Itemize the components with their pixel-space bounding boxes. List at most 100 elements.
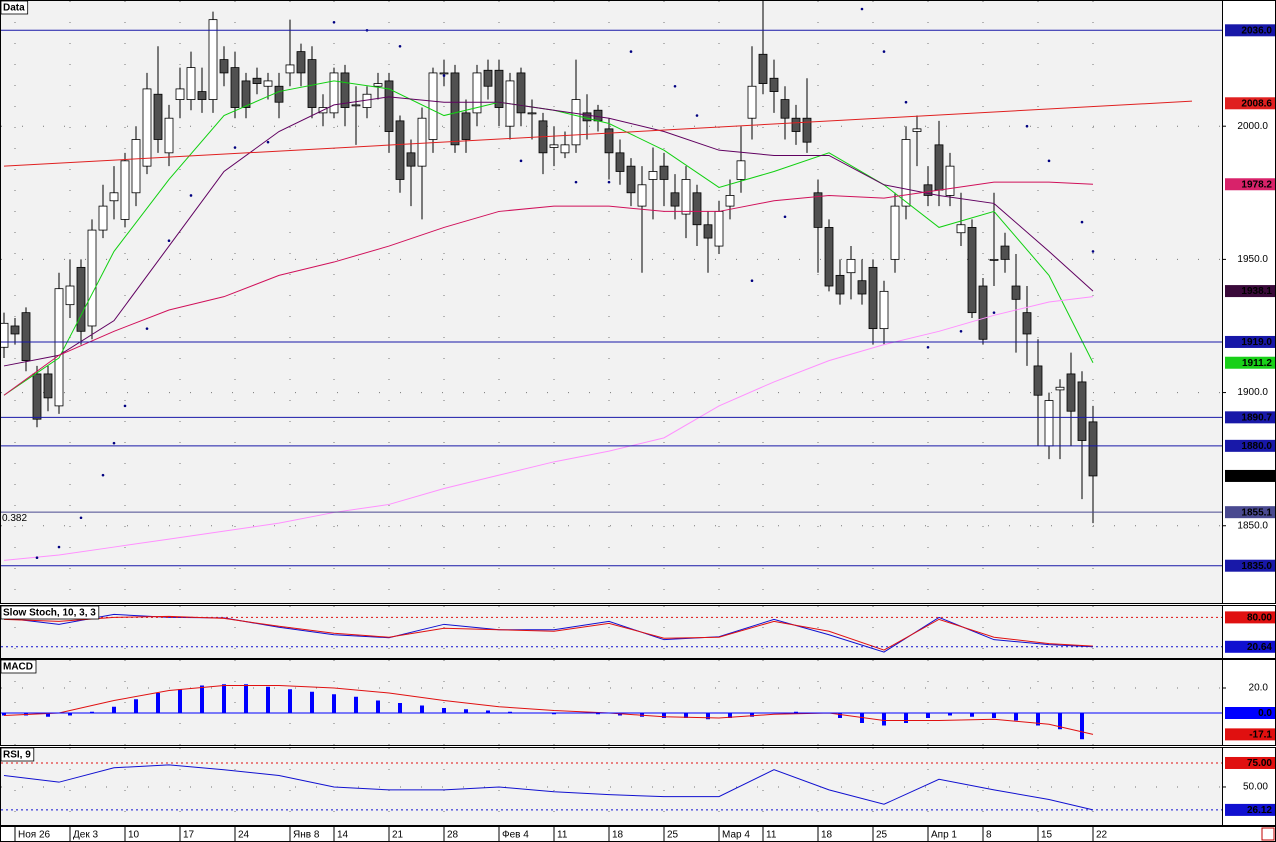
panel-title: Data — [3, 3, 25, 14]
candle-body — [912, 128, 922, 132]
sar-dot — [1091, 250, 1095, 253]
panel-title-box — [0, 0, 29, 15]
candle-body — [175, 88, 185, 100]
panel-title: MACD — [3, 662, 33, 673]
value-box-label: 75.00 — [1247, 758, 1272, 769]
value-box-label: 80.00 — [1247, 613, 1272, 624]
candle-body — [109, 192, 119, 202]
candle-body — [230, 67, 240, 108]
candle-body — [780, 99, 790, 119]
annotation: 0.382 — [2, 513, 27, 524]
histogram-bar — [750, 713, 754, 717]
value-box-label: 1880.0 — [1241, 441, 1272, 452]
histogram-bar — [684, 713, 688, 718]
candle-body — [1055, 386, 1065, 391]
value-box-label: -17.1 — [1249, 730, 1272, 741]
candle-body — [274, 85, 284, 103]
candle-body — [131, 139, 141, 194]
candle-body — [758, 53, 768, 84]
candle-body — [263, 80, 273, 87]
x-tick-label: Ноя 26 — [18, 830, 51, 841]
sar-dot — [233, 146, 237, 149]
candle-body — [142, 88, 152, 167]
x-tick-label: 28 — [447, 830, 459, 841]
candle-body — [802, 117, 812, 143]
histogram-bar — [68, 713, 72, 716]
x-tick-label: 11 — [557, 830, 568, 841]
sar-dot — [79, 516, 83, 520]
candle-body — [879, 290, 889, 330]
candle-body — [923, 184, 933, 196]
histogram-bar — [354, 696, 358, 713]
histogram-bar — [992, 713, 996, 718]
candle-body — [351, 104, 361, 107]
sar-dot — [992, 311, 996, 314]
histogram-bar — [2, 713, 6, 716]
panel-title-box — [0, 747, 35, 762]
sar-dot — [629, 50, 633, 53]
sar-dot — [1025, 124, 1029, 128]
candle-body — [428, 72, 438, 140]
candle-body — [1022, 312, 1032, 335]
histogram-bar — [46, 713, 50, 717]
candle-body — [329, 72, 339, 114]
sar-dot — [57, 545, 61, 549]
sar-dot — [959, 330, 963, 333]
x-tick-label: Янв 8 — [293, 830, 320, 841]
histogram-bar — [1036, 713, 1040, 726]
histogram-bar — [134, 699, 138, 713]
histogram-bar — [178, 689, 182, 713]
candle-body — [54, 288, 64, 407]
plot — [1, 748, 1222, 825]
x-tick-label: 25 — [667, 830, 679, 841]
sar-dot — [750, 279, 754, 282]
candle-body — [1077, 381, 1087, 441]
candle-body — [1044, 400, 1054, 447]
candle-body — [648, 171, 658, 180]
sar-dot — [673, 84, 677, 88]
candle-body — [857, 280, 867, 295]
sar-dot — [266, 140, 270, 144]
value-box-label: 1978.2 — [1241, 179, 1272, 190]
sar-dot — [695, 114, 699, 117]
candle-body — [989, 258, 999, 261]
candle-body — [241, 80, 251, 108]
histogram-bar — [376, 700, 380, 713]
candle-body — [186, 67, 196, 100]
sar-dot — [167, 239, 171, 243]
x-tick-label: 18 — [612, 830, 624, 841]
value-box-label: 20.64 — [1247, 642, 1272, 653]
histogram-bar — [464, 709, 468, 713]
histogram-bar — [420, 705, 424, 713]
candle-body — [868, 266, 878, 330]
indicator-line — [3, 764, 1094, 811]
histogram-bar — [838, 713, 842, 718]
candle-body — [461, 112, 471, 140]
histogram-bar — [904, 713, 908, 723]
candle-body — [65, 285, 75, 306]
value-box — [1225, 756, 1275, 769]
candle-body — [890, 205, 900, 260]
x-tick-label: 15 — [1041, 830, 1053, 841]
candle-body — [956, 224, 966, 234]
sar-dot — [904, 100, 908, 104]
histogram-bar — [508, 711, 512, 713]
x-tick-label: Дек 3 — [73, 830, 98, 841]
candle-body — [1, 322, 9, 348]
candle-body — [978, 285, 988, 340]
candle-body — [769, 77, 779, 92]
sar-dot — [783, 215, 787, 219]
x-tick-label: 8 — [986, 830, 992, 841]
histogram-bar — [156, 693, 160, 713]
candle-body — [494, 69, 504, 108]
candle-body — [516, 72, 526, 114]
value-box — [1225, 97, 1275, 110]
x-tick-label: Мар 4 — [722, 830, 750, 841]
panel-title: RSI, 9 — [3, 750, 31, 761]
value-box — [1225, 335, 1275, 348]
plot — [1, 606, 1222, 658]
sar-dot — [607, 180, 611, 184]
plot — [1, 660, 1222, 745]
corner-button[interactable] — [1261, 827, 1275, 841]
panel-title-box — [0, 659, 37, 674]
